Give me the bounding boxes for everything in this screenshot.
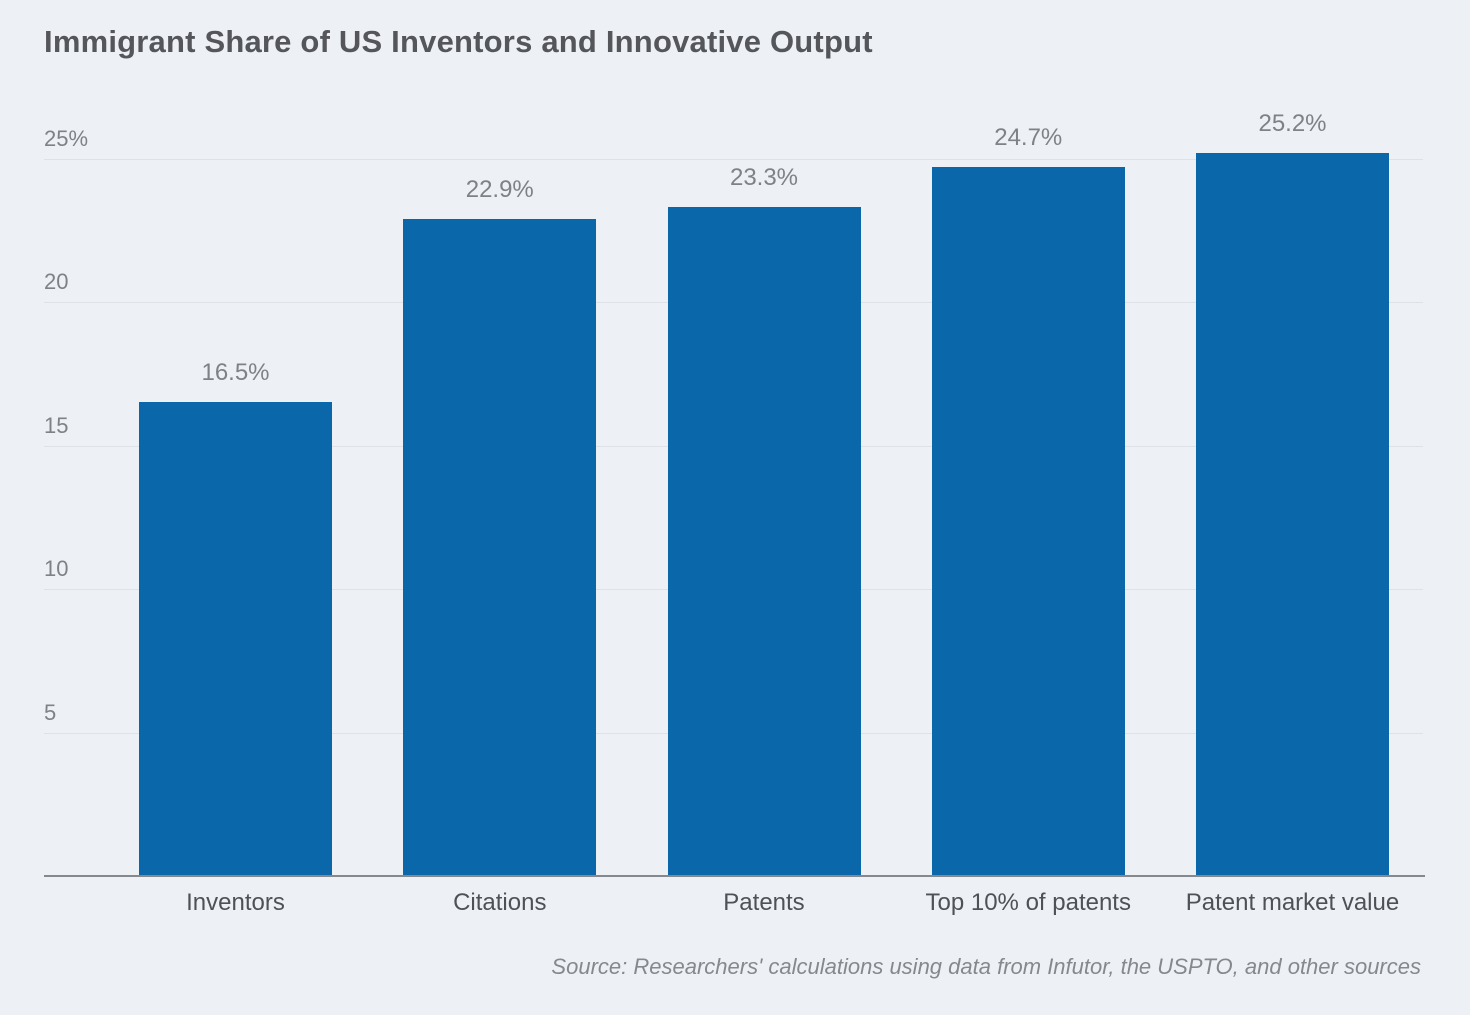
- bar-value-label: 16.5%: [201, 359, 270, 387]
- x-category-label: Citations: [453, 889, 547, 916]
- bar: [667, 207, 861, 876]
- bar: [403, 218, 597, 876]
- x-category-label: Top 10% of patents: [925, 889, 1131, 916]
- y-tick-label: 15: [44, 412, 69, 438]
- x-category-label: Patent market value: [1185, 889, 1400, 916]
- x-category-label: Inventors: [186, 889, 285, 916]
- y-tick-label: 5: [44, 699, 57, 725]
- x-axis-line: [44, 875, 1425, 877]
- bar-value-label: 24.7%: [994, 124, 1063, 152]
- source-note: Source: Researchers' calculations using …: [551, 954, 1421, 979]
- chart-title: Immigrant Share of US Inventors and Inno…: [44, 24, 873, 59]
- gridline: [44, 158, 1423, 160]
- bar-value-label: 25.2%: [1258, 109, 1327, 137]
- bar: [139, 402, 332, 876]
- bar-value-label: 22.9%: [465, 175, 534, 203]
- y-tick-label: 10: [44, 556, 69, 581]
- bar-value-label: 23.3%: [729, 164, 799, 192]
- bar: [931, 167, 1125, 876]
- y-tick-label: 20: [44, 269, 69, 294]
- y-tick-label: 25%: [44, 125, 89, 151]
- x-category-label: Patents: [723, 889, 805, 916]
- bar: [1196, 152, 1389, 876]
